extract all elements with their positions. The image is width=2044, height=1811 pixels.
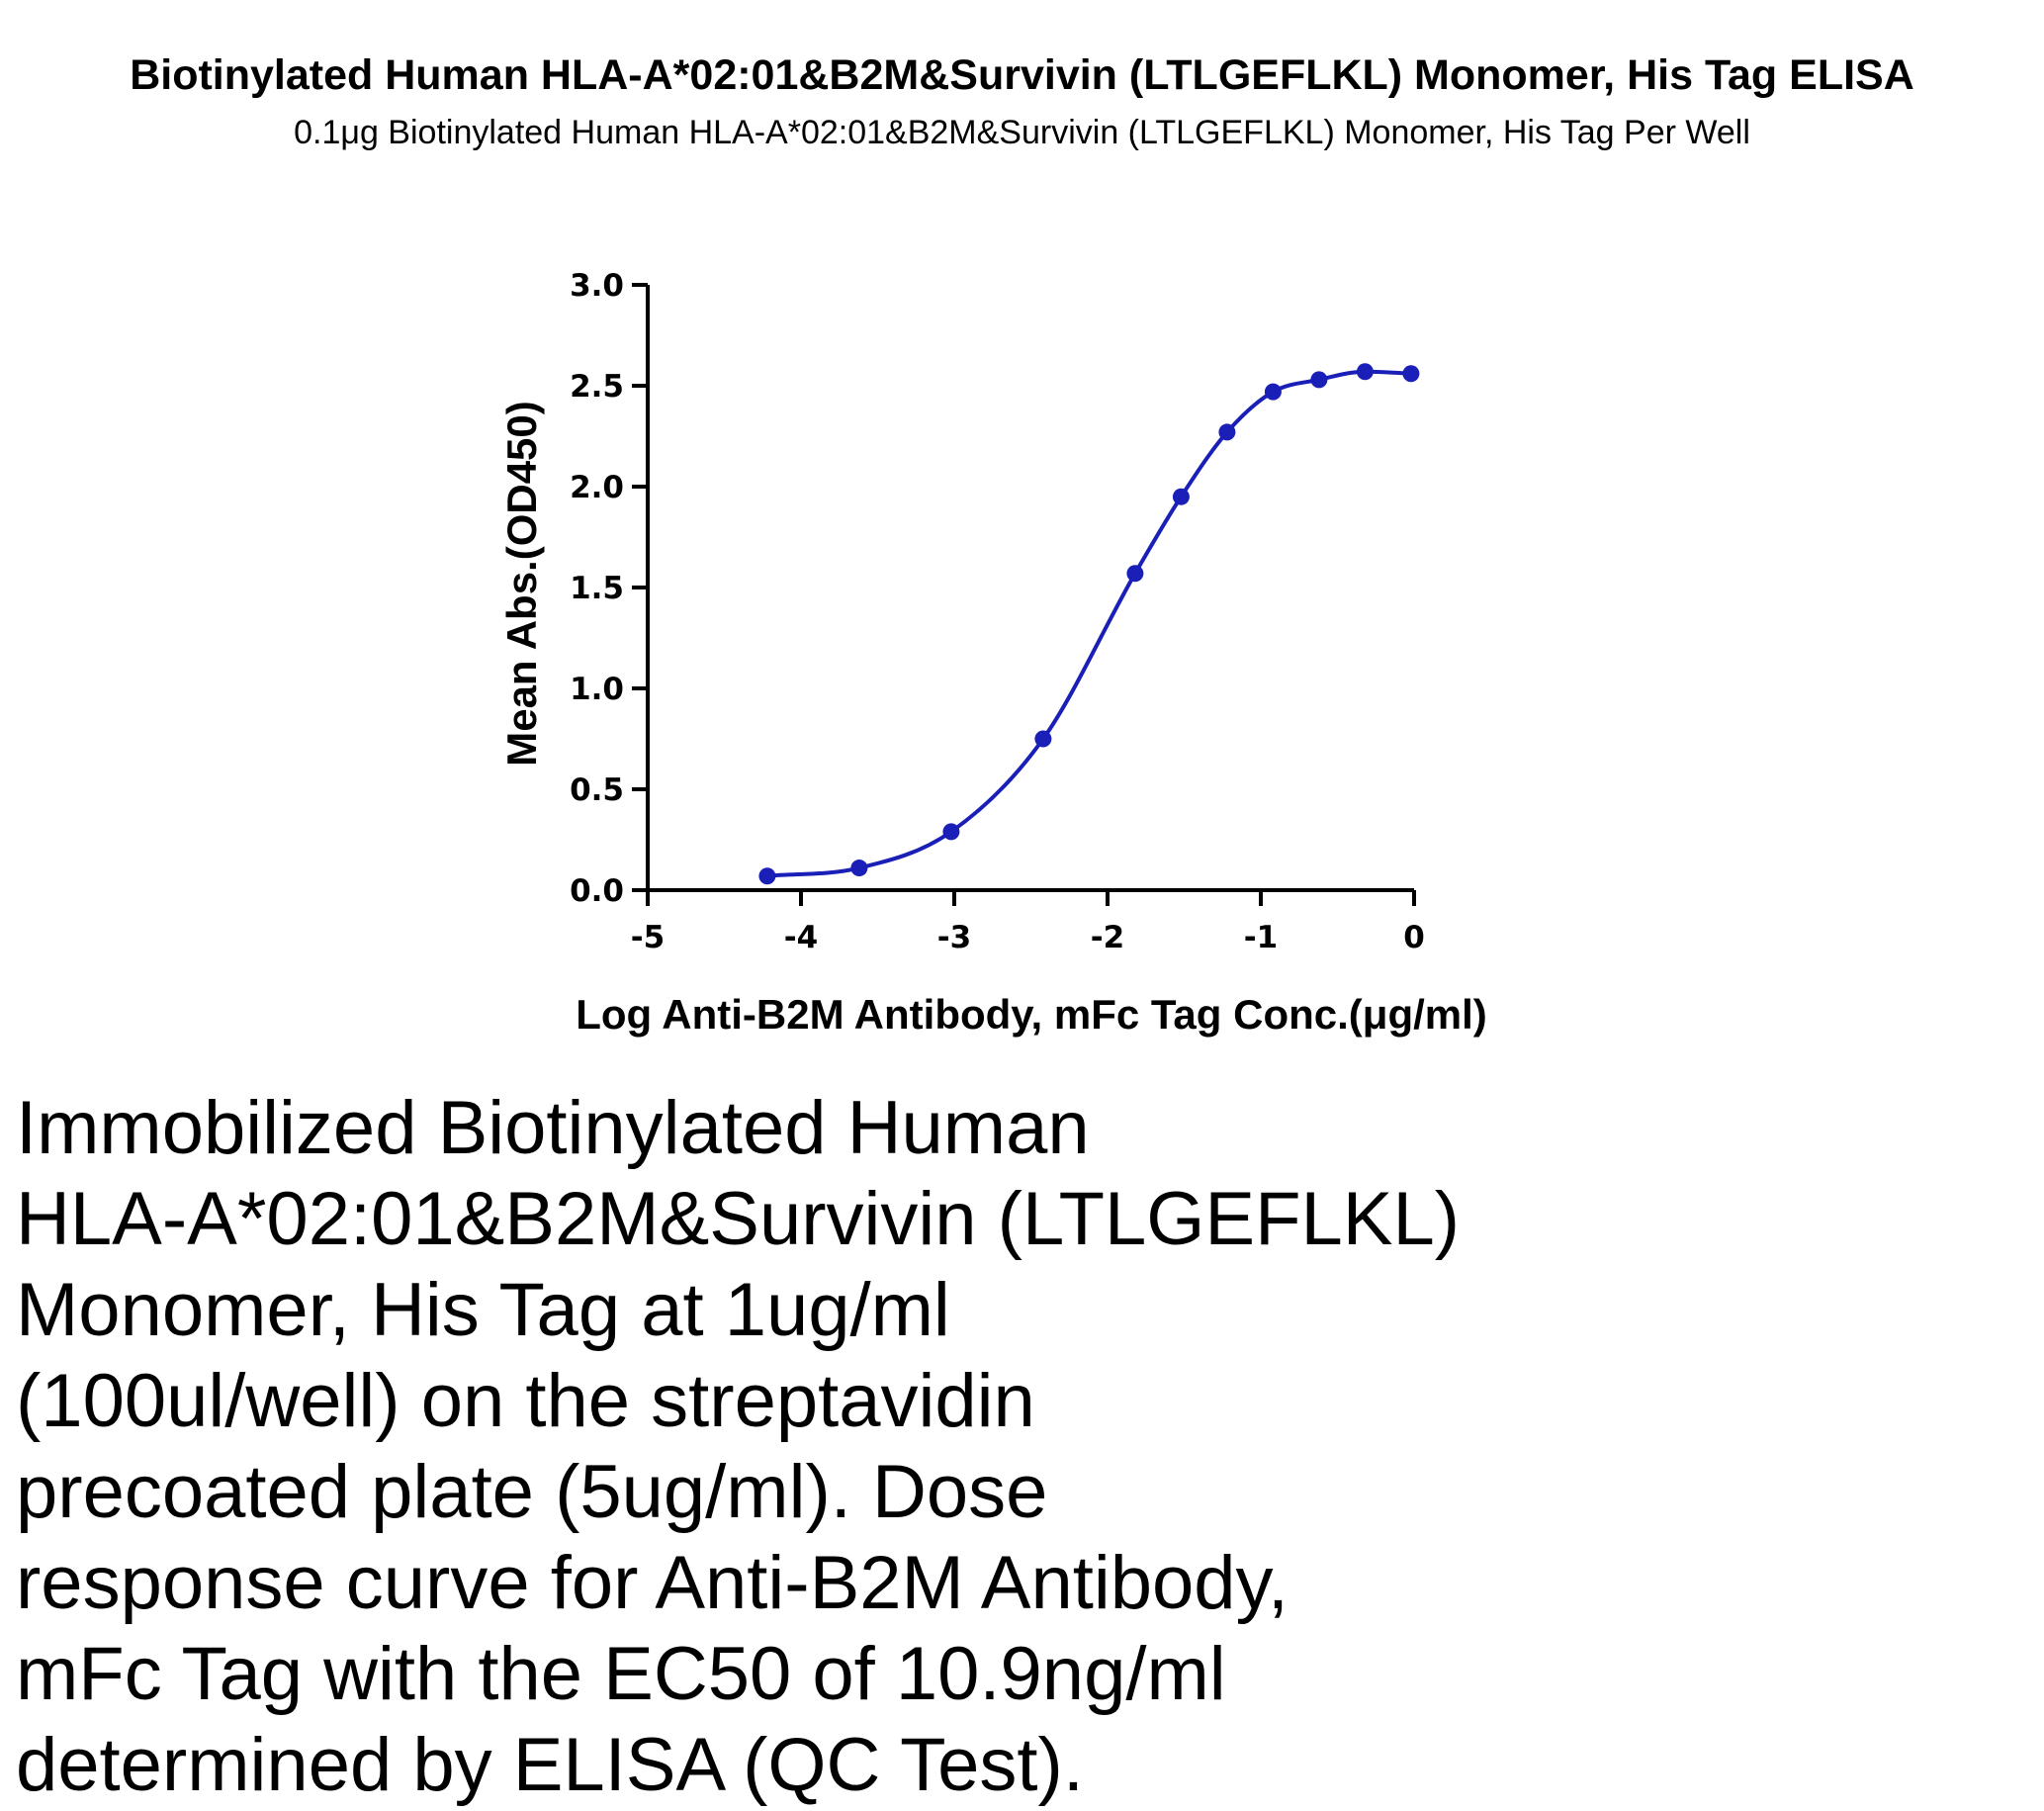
chart-title: Biotinylated Human HLA-A*02:01&B2M&Survi… — [130, 51, 1914, 99]
data-point — [1402, 365, 1420, 383]
axes: 0.0 0.5 1.0 1.5 2.0 2.5 3.0 -5 -4 -3 -2 -1 0 — [570, 268, 1425, 955]
data-point — [758, 867, 776, 885]
x-tick-label: 0 — [1403, 920, 1425, 955]
dose-response-chart: 0.0 0.5 1.0 1.5 2.0 2.5 3.0 -5 -4 -3 -2 -1 0 Log Ant… — [498, 268, 1487, 1038]
data-point — [1034, 730, 1052, 748]
y-tick-label: 2.5 — [570, 369, 624, 405]
y-tick-label: 0.0 — [570, 873, 624, 909]
fit-curve — [766, 369, 1411, 878]
y-tick-label: 0.5 — [570, 772, 624, 808]
data-point — [942, 823, 960, 841]
x-tick-label: -2 — [1091, 920, 1124, 955]
x-axis-title: Log Anti-B2M Antibody, mFc Tag Conc.(μg/… — [576, 991, 1487, 1038]
chart-subtitle: 0.1μg Biotinylated Human HLA-A*02:01&B2M… — [294, 114, 1750, 151]
y-tick-label: 1.0 — [570, 672, 624, 707]
x-tick-label: -4 — [784, 920, 818, 955]
data-point — [1218, 423, 1236, 441]
x-tick-label: -3 — [937, 920, 971, 955]
y-tick-label: 1.5 — [570, 571, 624, 606]
data-point — [1356, 363, 1374, 381]
y-axis-title: Mean Abs.(OD450) — [498, 401, 545, 767]
x-tick-label: -1 — [1244, 920, 1278, 955]
fit-curve-layer — [766, 369, 1411, 878]
data-points-layer — [758, 363, 1420, 885]
x-tick-label: -5 — [631, 920, 665, 955]
data-point — [1264, 383, 1282, 401]
data-point — [850, 860, 868, 877]
figure-caption: Immobilized Biotinylated Human HLA-A*02:… — [16, 1086, 1461, 1807]
y-tick-label: 3.0 — [570, 268, 624, 304]
data-point — [1126, 565, 1144, 583]
y-tick-label: 2.0 — [570, 470, 624, 505]
data-point — [1310, 371, 1328, 389]
data-point — [1172, 488, 1190, 505]
